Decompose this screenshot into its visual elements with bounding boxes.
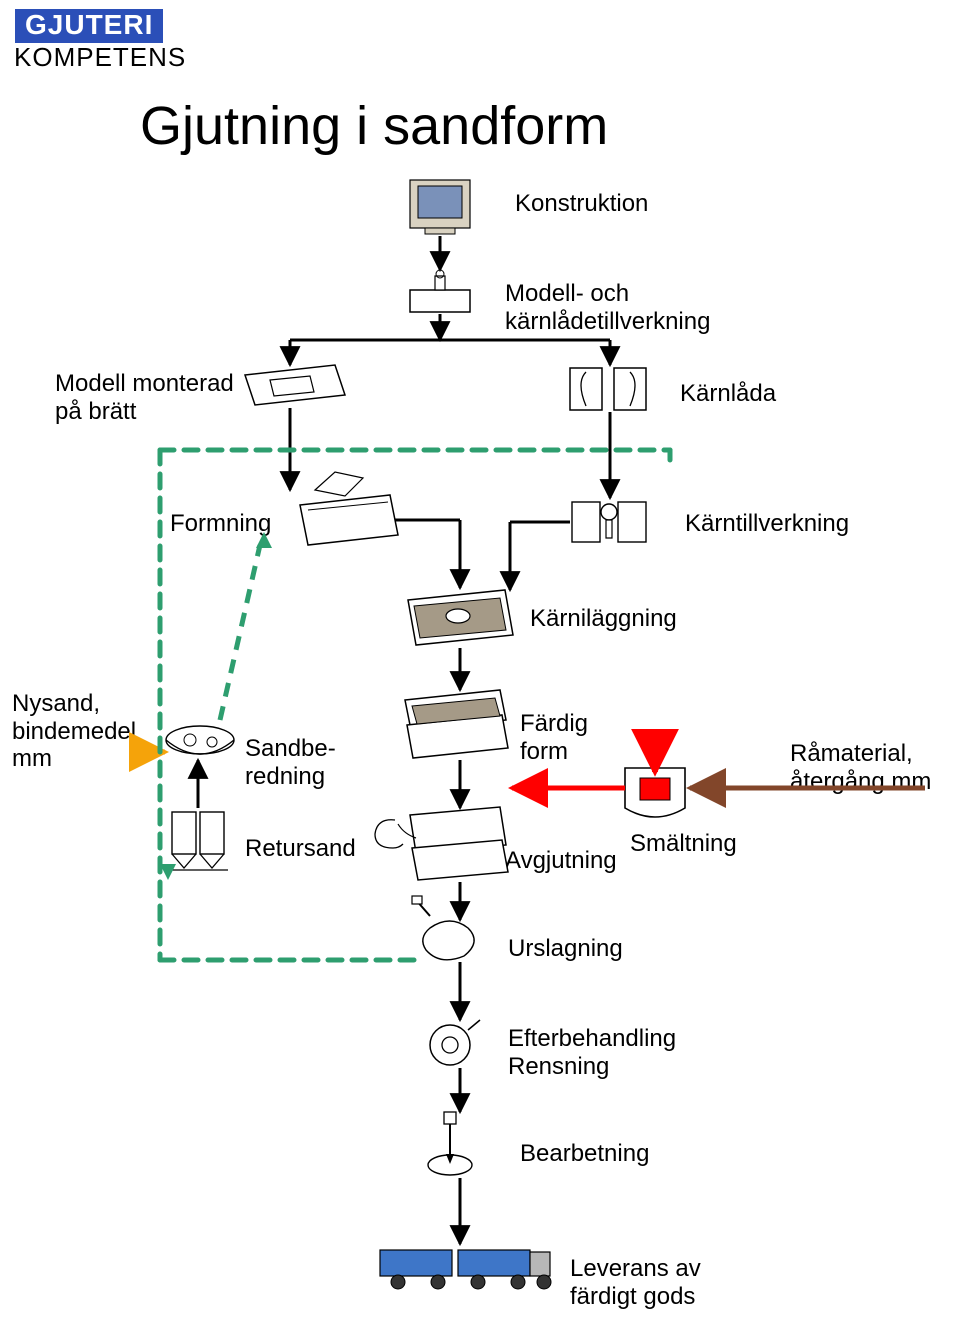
bratt-icon [245, 365, 345, 405]
label-smaltning: Smältning [630, 830, 737, 858]
page-title: Gjutning i sandform [140, 95, 608, 157]
fettling-icon [430, 1020, 480, 1065]
machining-icon [428, 1112, 472, 1175]
label-retursand: Retursand [245, 835, 356, 863]
diagram-page: GJUTERI KOMPETENS Gjutning i sandform Ko… [0, 0, 960, 1317]
formning-icon [300, 472, 398, 545]
label-fardig-form: Färdig form [520, 710, 588, 765]
label-urslagning: Urslagning [508, 935, 623, 963]
label-efterbehandling: Efterbehandling Rensning [508, 1025, 676, 1080]
label-leverans: Leverans av färdigt gods [570, 1255, 701, 1310]
pouring-icon [375, 807, 508, 880]
label-avgjutning: Avgjutning [505, 847, 617, 875]
pattern-icon [410, 270, 470, 312]
label-karnlada: Kärnlåda [680, 380, 776, 408]
sand-mixer-icon [166, 726, 234, 754]
core-setting-icon [408, 590, 513, 645]
label-karnilaggning: Kärniläggning [530, 605, 677, 633]
label-ramaterial: Råmaterial, återgång mm [790, 740, 931, 795]
logo-bottom: KOMPETENS [14, 42, 186, 73]
closed-mold-icon [405, 690, 508, 758]
label-sandberedning: Sandbe- redning [245, 735, 336, 790]
label-konstruktion: Konstruktion [515, 190, 648, 218]
label-nysand: Nysand, bindemedel mm [12, 690, 136, 773]
label-modell-karnlada: Modell- och kärnlådetillverkning [505, 280, 710, 335]
label-karntillverkning: Kärntillverkning [685, 510, 849, 538]
shakeout-icon [412, 896, 474, 960]
label-modell-monterad: Modell monterad på brätt [55, 370, 234, 425]
logo-top: GJUTERI [14, 8, 164, 44]
label-bearbetning: Bearbetning [520, 1140, 649, 1168]
furnace-icon [625, 760, 685, 817]
monitor-icon [410, 180, 470, 234]
truck-icon [380, 1250, 551, 1289]
label-formning: Formning [170, 510, 271, 538]
core-box-icon [570, 368, 646, 410]
silos-icon [168, 812, 228, 870]
diagram-svg [0, 0, 960, 1317]
core-making-icon [572, 502, 646, 542]
